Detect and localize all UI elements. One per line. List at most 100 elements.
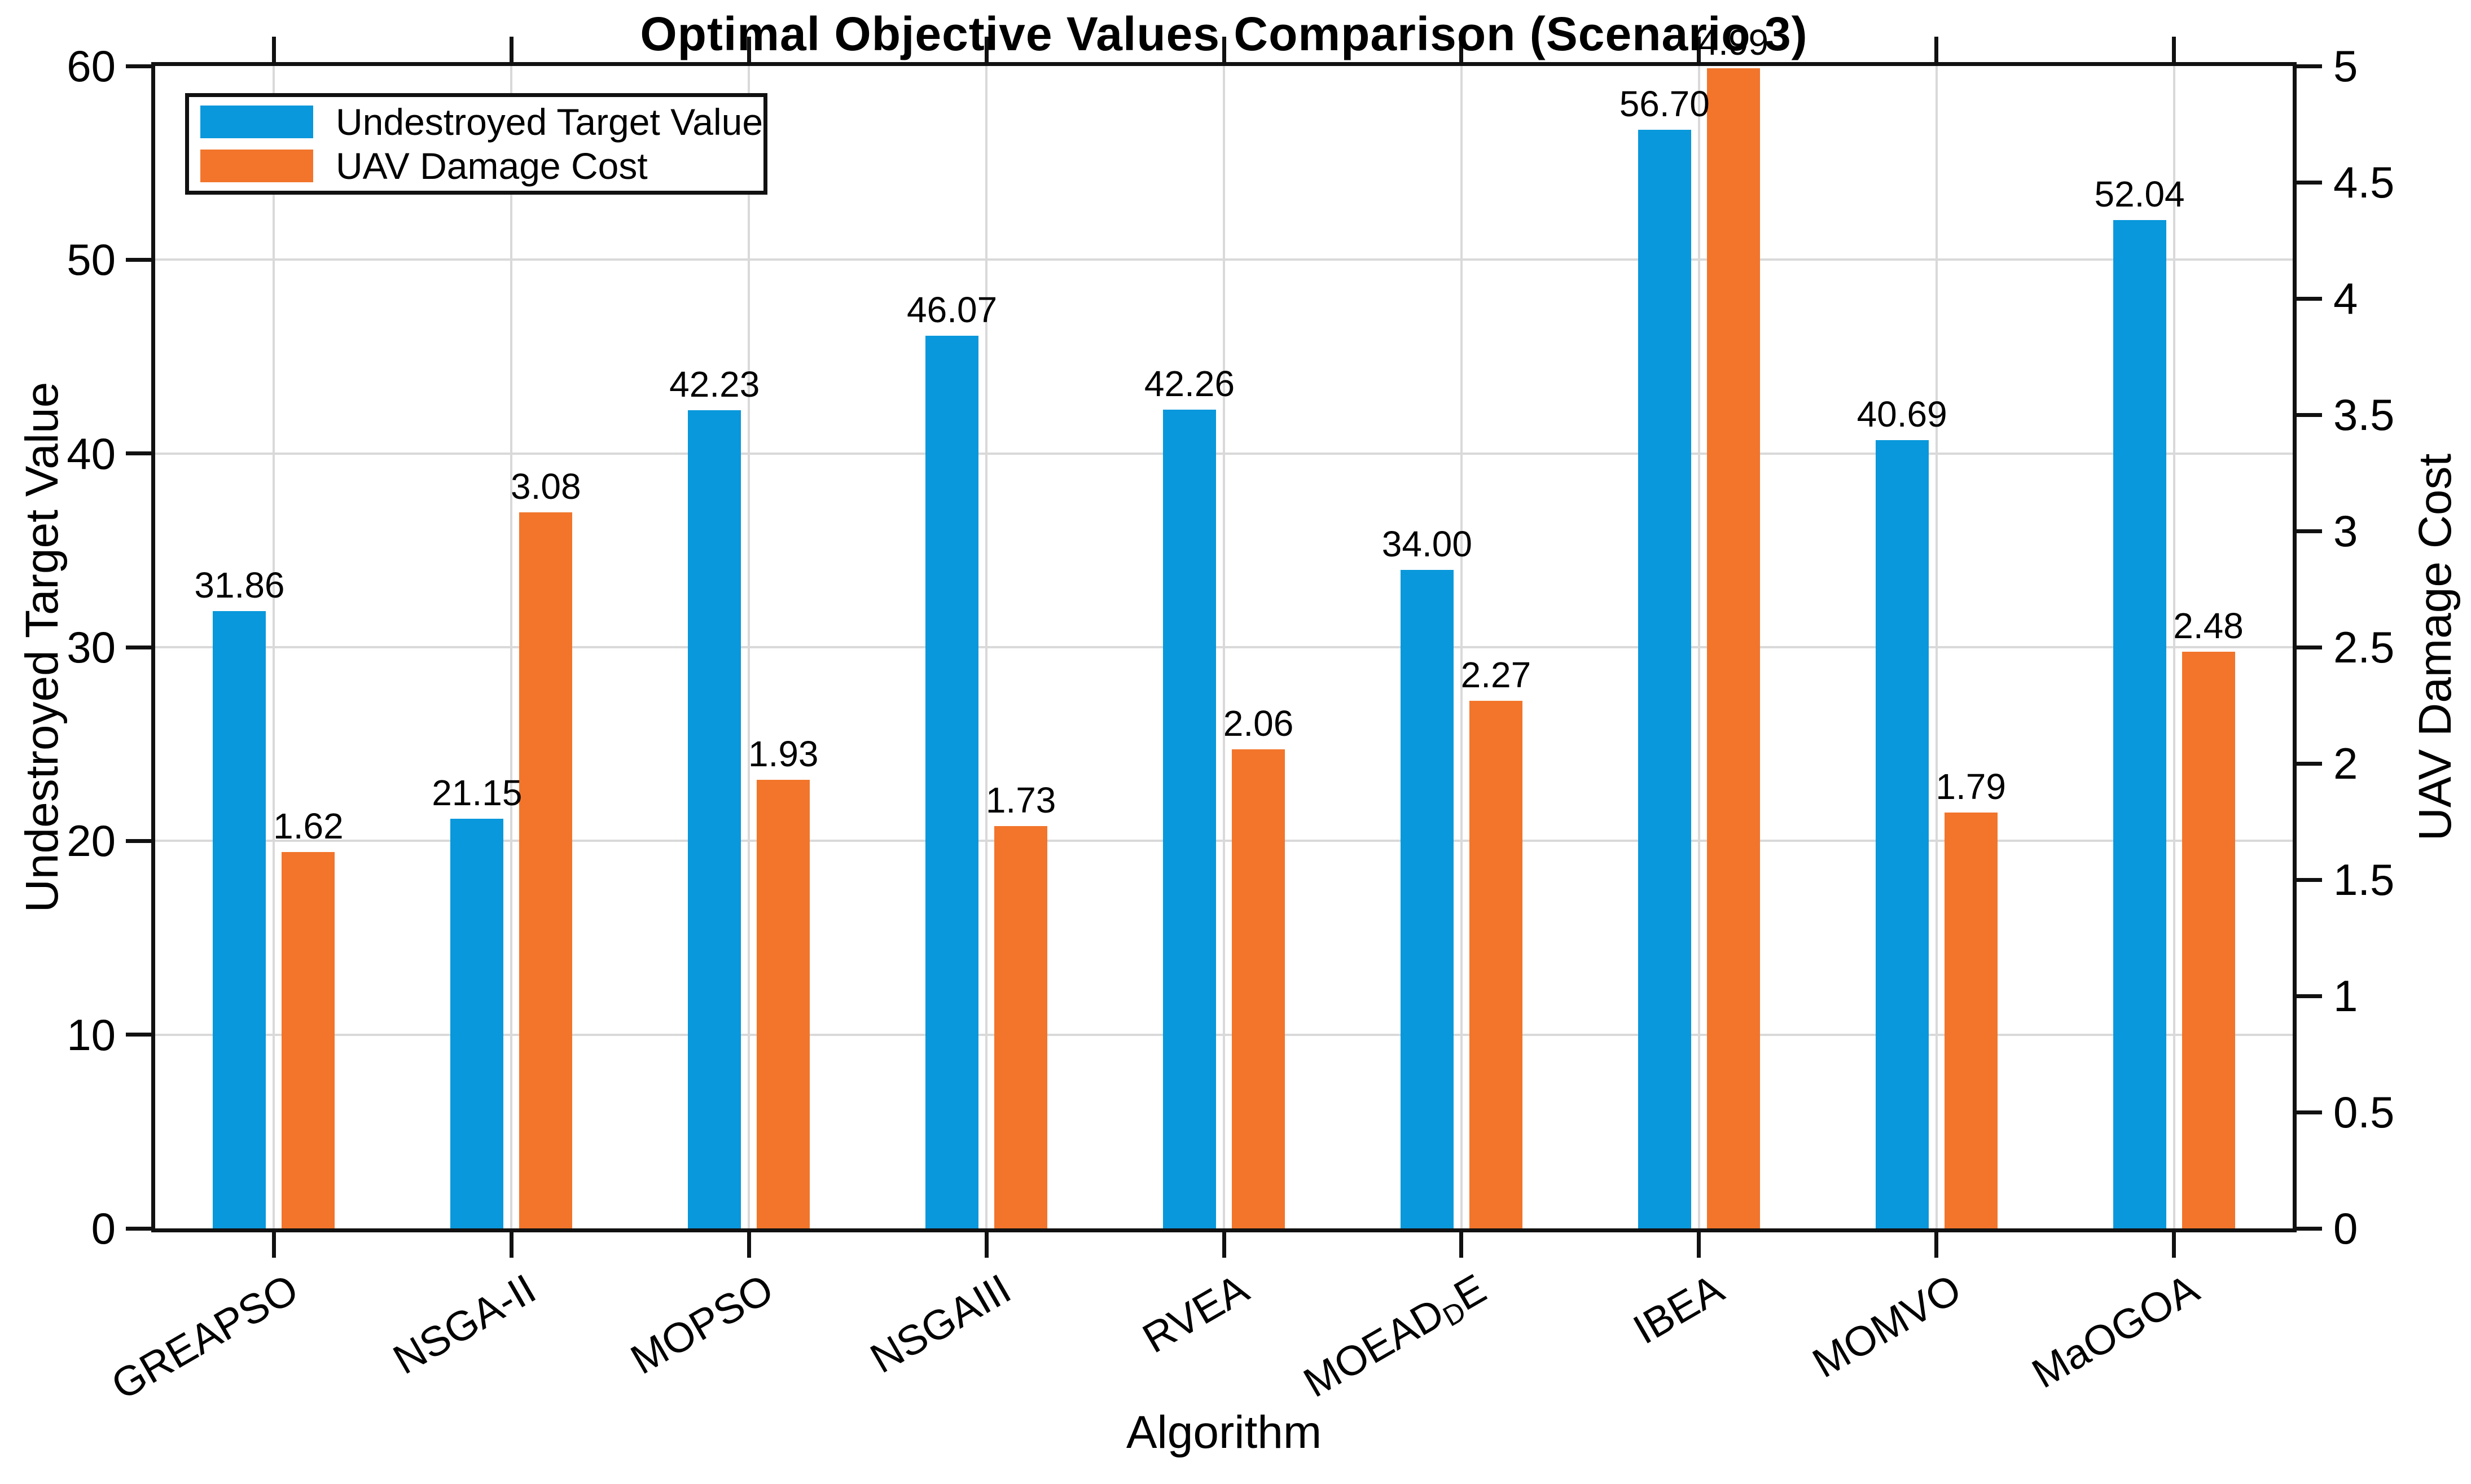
bar-orange-7 <box>1944 812 1998 1228</box>
x-category-label: IBEA <box>1625 1265 1731 1353</box>
right-axis-tick-label: 1 <box>2333 971 2358 1021</box>
bar-orange-2 <box>757 779 810 1228</box>
left-axis-tick-label: 40 <box>67 428 116 478</box>
left-axis-tick-label: 30 <box>67 622 116 672</box>
bottom-axis-tick <box>747 1232 751 1258</box>
top-axis-tick <box>1697 37 1701 62</box>
bar-orange-5 <box>1469 700 1522 1228</box>
value-label: 1.93 <box>748 733 819 774</box>
right-axis-tick <box>2297 412 2322 417</box>
bar-blue-0 <box>213 611 266 1228</box>
bottom-axis-tick <box>2172 1232 2176 1258</box>
bottom-axis-tick <box>271 1232 276 1258</box>
legend-entry-undestroyed-target-value: Undestroyed Target Value <box>200 100 763 144</box>
top-axis-tick <box>1934 37 1939 62</box>
plot-inner <box>155 66 2293 1228</box>
x-category-label: MOPSO <box>623 1265 782 1384</box>
top-axis-tick <box>1222 37 1226 62</box>
value-label: 31.86 <box>194 564 285 605</box>
x-category-label: MOMVO <box>1804 1265 1969 1387</box>
legend-swatch-orange <box>200 150 313 182</box>
left-axis-tick-label: 10 <box>67 1009 116 1060</box>
right-axis-tick <box>2297 1110 2322 1114</box>
right-axis-tick <box>2297 529 2322 533</box>
bar-blue-8 <box>2113 220 2166 1228</box>
bar-blue-4 <box>1163 410 1216 1228</box>
bar-blue-7 <box>1875 440 1929 1228</box>
bar-blue-5 <box>1400 569 1454 1228</box>
value-label: 2.48 <box>2173 605 2244 647</box>
legend: Undestroyed Target Value UAV Damage Cost <box>185 93 767 195</box>
value-label: 40.69 <box>1856 393 1947 434</box>
top-axis-tick <box>747 37 751 62</box>
right-axis-tick-label: 0 <box>2333 1204 2358 1253</box>
left-axis-tick <box>126 838 151 843</box>
bar-orange-1 <box>519 512 573 1228</box>
left-axis-tick <box>126 645 151 649</box>
right-axis-tick <box>2297 761 2322 766</box>
gridline-vertical <box>748 66 750 1228</box>
value-label: 2.27 <box>1460 654 1531 695</box>
bottom-axis-tick <box>1697 1232 1701 1258</box>
value-label: 42.23 <box>669 363 760 405</box>
x-category-label: MOEADDE <box>1296 1265 1494 1407</box>
left-axis-tick-label: 50 <box>67 235 116 285</box>
legend-label: Undestroyed Target Value <box>336 101 763 143</box>
value-label: 46.07 <box>907 289 998 331</box>
bar-orange-3 <box>994 826 1048 1228</box>
left-axis-tick <box>126 451 151 456</box>
bottom-axis-tick <box>1222 1232 1226 1258</box>
bar-orange-0 <box>282 851 335 1228</box>
right-axis-tick-label: 5 <box>2333 41 2358 91</box>
bar-blue-1 <box>450 818 504 1228</box>
bottom-axis-tick <box>1459 1232 1464 1258</box>
right-axis-tick <box>2297 64 2322 68</box>
right-axis-tick <box>2297 877 2322 882</box>
value-label: 2.06 <box>1223 703 1294 744</box>
right-axis-tick-label: 2 <box>2333 739 2358 788</box>
value-label: 1.79 <box>1935 766 2006 807</box>
bar-orange-4 <box>1232 749 1285 1228</box>
top-axis-tick <box>984 37 989 62</box>
right-axis-tick <box>2297 1226 2322 1231</box>
bar-blue-3 <box>925 336 979 1228</box>
right-axis-tick-label: 1.5 <box>2333 855 2395 905</box>
right-axis-tick <box>2297 180 2322 185</box>
left-axis-tick <box>126 1226 151 1231</box>
right-axis-tick-label: 0.5 <box>2333 1087 2395 1137</box>
gridline-vertical <box>1697 66 1700 1228</box>
gridline-vertical <box>1223 66 1225 1228</box>
value-label: 52.04 <box>2094 174 2185 215</box>
top-axis-tick <box>1459 37 1464 62</box>
right-axis-tick-label: 3.5 <box>2333 390 2395 440</box>
value-label: 56.70 <box>1619 84 1710 125</box>
gridline-vertical <box>2172 66 2175 1228</box>
left-axis-tick-label: 0 <box>91 1204 116 1253</box>
left-axis-tick-label: 20 <box>67 816 116 866</box>
chart-title: Optimal Objective Values Comparison (Sce… <box>640 7 1808 60</box>
legend-label: UAV Damage Cost <box>336 145 648 187</box>
right-axis-tick <box>2297 994 2322 998</box>
y-axis-label-left: Undestroyed Target Value <box>16 381 68 913</box>
right-axis-tick <box>2297 296 2322 301</box>
value-label: 1.62 <box>273 805 344 846</box>
top-axis-tick <box>509 37 513 62</box>
x-axis-label: Algorithm <box>1126 1407 1322 1458</box>
value-label: 21.15 <box>432 772 523 813</box>
left-axis-tick <box>126 257 151 262</box>
bar-blue-6 <box>1638 130 1691 1228</box>
right-axis-tick-label: 3 <box>2333 506 2358 556</box>
gridline-vertical <box>1460 66 1463 1228</box>
x-category-label: NSGAIII <box>862 1265 1019 1382</box>
bar-orange-6 <box>1706 68 1760 1228</box>
x-category-label: RVEA <box>1135 1265 1256 1362</box>
bottom-axis-tick <box>509 1232 513 1258</box>
value-label: 1.73 <box>985 780 1056 821</box>
legend-entry-uav-damage-cost: UAV Damage Cost <box>200 144 763 188</box>
value-label: 42.26 <box>1144 363 1235 404</box>
top-axis-tick <box>271 37 276 62</box>
x-category-label: GREAPSO <box>103 1265 306 1409</box>
bar-orange-8 <box>2182 652 2235 1228</box>
value-label: 4.99 <box>1698 21 1769 63</box>
gridline-vertical <box>1935 66 1938 1228</box>
